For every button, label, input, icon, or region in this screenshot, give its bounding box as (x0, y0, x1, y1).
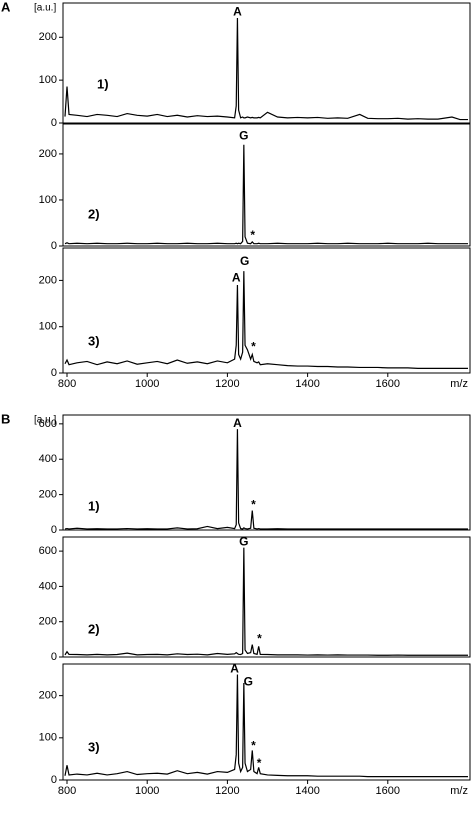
x-tick-label: 1600 (376, 785, 400, 797)
y-axis-label: [a.u.] (34, 415, 56, 426)
y-tick-label: 0 (51, 367, 57, 379)
spectrum-line (64, 271, 468, 369)
x-axis-label: m/z (450, 378, 468, 390)
panel-label: A (1, 0, 11, 14)
y-tick-label: 400 (39, 580, 57, 592)
peak-annotation: * (251, 738, 256, 752)
peak-annotation: A (232, 270, 241, 284)
y-tick-label: 600 (39, 545, 57, 557)
y-tick-label: 200 (39, 274, 57, 286)
peak-annotation: G (244, 674, 253, 688)
y-tick-label: 200 (39, 148, 57, 160)
x-tick-label: 800 (58, 785, 76, 797)
peak-annotation: G (240, 254, 249, 268)
y-tick-label: 100 (39, 321, 57, 333)
plot-frame (62, 2, 471, 124)
x-tick-label: 1000 (135, 785, 159, 797)
trace-label: 2) (88, 206, 100, 221)
y-tick-label: 0 (51, 524, 57, 536)
y-tick-label: 200 (39, 31, 57, 43)
x-tick-label: 800 (58, 378, 76, 390)
plot-frame (62, 536, 471, 658)
trace-label: 3) (88, 333, 100, 348)
x-tick-label: 1200 (215, 378, 239, 390)
x-tick-label: 1600 (376, 378, 400, 390)
peak-annotation: A (233, 416, 242, 430)
y-tick-label: 600 (39, 418, 57, 430)
y-tick-label: 0 (51, 240, 57, 252)
x-tick-label: 1200 (215, 785, 239, 797)
plot-frame (62, 247, 471, 374)
peak-annotation: * (257, 632, 262, 646)
plot-frame (62, 663, 471, 781)
y-tick-label: 200 (39, 616, 57, 628)
x-tick-label: 1400 (295, 378, 319, 390)
spectrum-line (64, 547, 468, 656)
peak-annotation: * (250, 228, 255, 242)
y-tick-label: 100 (39, 194, 57, 206)
peak-annotation: G (239, 534, 248, 548)
x-tick-label: 1400 (295, 785, 319, 797)
y-tick-label: 100 (39, 74, 57, 86)
spectrum-line (64, 674, 468, 778)
peak-annotation: * (251, 340, 256, 354)
panel-label: B (1, 411, 10, 426)
x-axis-label: m/z (450, 785, 468, 797)
plot-frame (62, 414, 471, 531)
peak-annotation: G (239, 129, 248, 143)
y-axis-label: [a.u.] (34, 3, 56, 14)
x-tick-label: 1000 (135, 378, 159, 390)
trace-label: 1) (97, 76, 109, 91)
trace-label: 1) (88, 498, 100, 513)
trace-label: 3) (88, 739, 100, 754)
y-tick-label: 400 (39, 453, 57, 465)
y-tick-label: 0 (51, 774, 57, 786)
peak-annotation: * (251, 497, 256, 511)
plot-frame (62, 123, 471, 247)
y-tick-label: 200 (39, 489, 57, 501)
y-tick-label: 200 (39, 690, 57, 702)
spectrum-line (64, 17, 468, 121)
peak-annotation: A (233, 5, 242, 19)
y-tick-label: 0 (51, 117, 57, 129)
peak-annotation: A (230, 662, 239, 676)
y-tick-label: 100 (39, 732, 57, 744)
trace-label: 2) (88, 621, 100, 636)
peak-annotation: * (257, 756, 262, 770)
spectrum-line (64, 429, 468, 530)
y-tick-label: 0 (51, 651, 57, 663)
spectrum-line (64, 144, 468, 245)
